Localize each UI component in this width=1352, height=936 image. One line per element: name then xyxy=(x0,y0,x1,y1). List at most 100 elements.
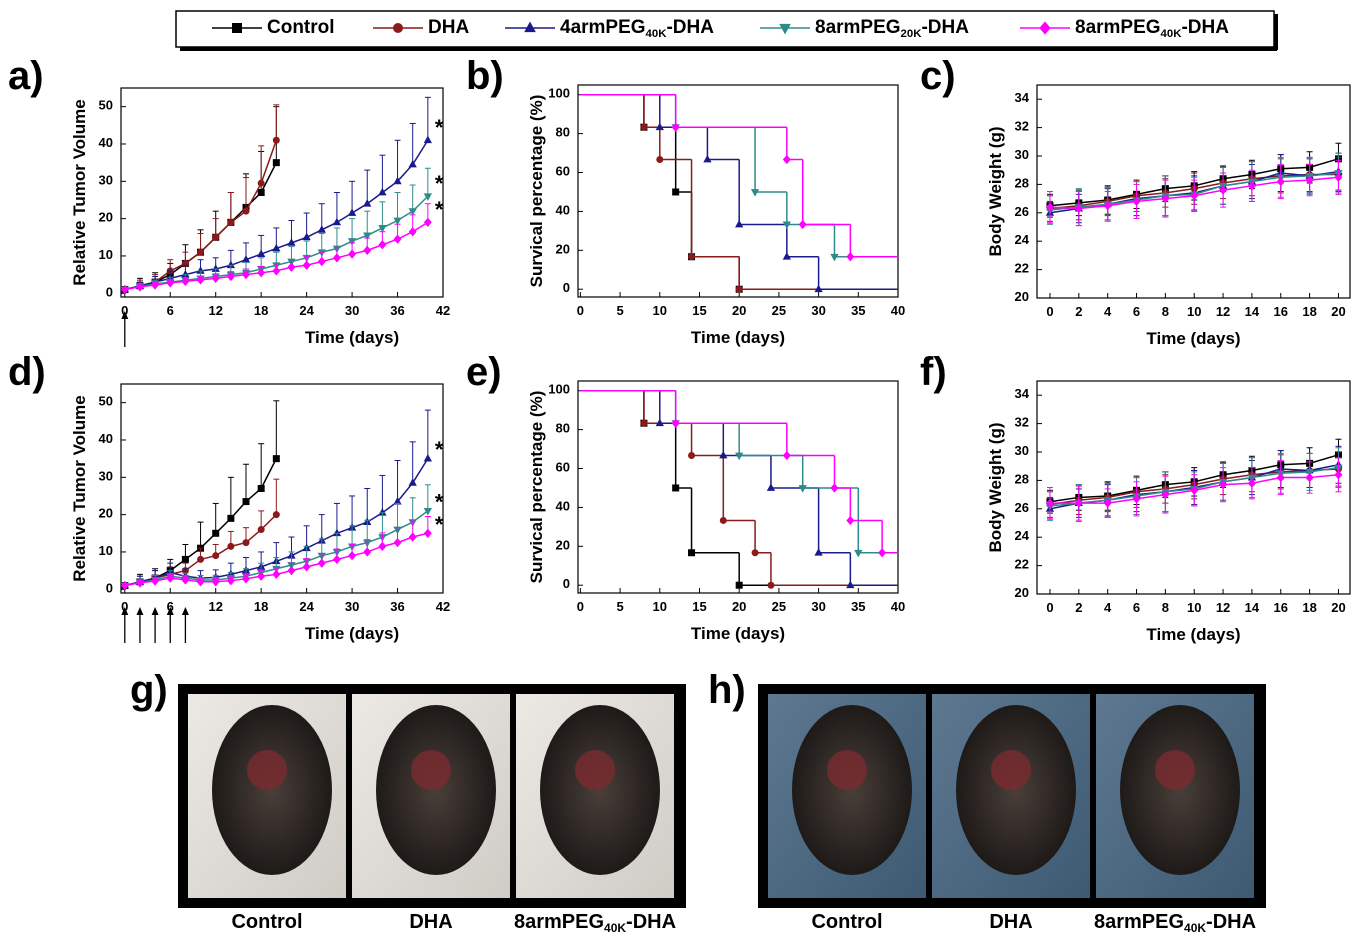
point xyxy=(423,507,432,516)
point xyxy=(257,268,266,278)
point xyxy=(212,552,220,560)
point xyxy=(181,276,190,286)
x-tick-label: 25 xyxy=(772,303,786,318)
point xyxy=(227,218,235,226)
x-tick-label: 36 xyxy=(390,303,404,318)
point xyxy=(1190,191,1199,201)
point xyxy=(272,136,280,144)
point xyxy=(735,581,743,589)
x-axis-title: Time (days) xyxy=(691,624,785,643)
y-tick-label: 20 xyxy=(556,242,570,257)
point xyxy=(302,562,311,572)
point xyxy=(272,511,280,519)
point xyxy=(814,548,823,556)
photo-tumor xyxy=(411,750,451,790)
x-tick-label: 10 xyxy=(1187,304,1201,319)
point xyxy=(211,577,220,587)
y-tick-label: 20 xyxy=(99,506,113,521)
point xyxy=(257,571,266,581)
point xyxy=(363,232,372,241)
point xyxy=(688,451,696,459)
y-tick-label: 10 xyxy=(99,247,113,262)
point xyxy=(655,418,664,427)
legend-marker xyxy=(393,23,403,33)
point xyxy=(1132,494,1141,504)
dosing-arrowhead xyxy=(121,607,129,615)
point xyxy=(671,122,680,132)
point xyxy=(1190,485,1199,496)
x-tick-label: 35 xyxy=(851,599,865,614)
x-tick-label: 5 xyxy=(616,599,623,614)
dosing-arrowhead xyxy=(121,311,129,319)
y-tick-label: 80 xyxy=(556,125,570,140)
plot-frame xyxy=(577,84,899,298)
point xyxy=(347,238,357,246)
point xyxy=(640,419,648,427)
x-tick-label: 18 xyxy=(254,599,268,614)
y-tick-label: 10 xyxy=(99,543,113,558)
y-tick-label: 24 xyxy=(1015,233,1030,248)
plot-frame xyxy=(1036,84,1351,299)
x-tick-label: 24 xyxy=(299,599,314,614)
point xyxy=(408,159,417,168)
panel-label: b) xyxy=(466,54,504,98)
point xyxy=(227,514,235,522)
point xyxy=(672,188,680,196)
point xyxy=(655,122,664,131)
point xyxy=(751,549,759,557)
plot-frame xyxy=(120,87,444,298)
point xyxy=(196,577,205,587)
point xyxy=(272,243,281,252)
panel-label: f) xyxy=(920,350,947,394)
point xyxy=(212,529,220,537)
x-axis-title: Time (days) xyxy=(305,328,399,347)
point xyxy=(423,193,432,201)
x-tick-label: 35 xyxy=(851,303,865,318)
x-tick-label: 14 xyxy=(1245,600,1260,615)
panel-label: c) xyxy=(920,54,956,98)
legend-label: DHA xyxy=(428,17,469,38)
x-tick-label: 4 xyxy=(1104,600,1112,615)
point xyxy=(363,245,372,256)
y-tick-label: 100 xyxy=(548,86,570,101)
point xyxy=(703,154,712,163)
x-tick-label: 12 xyxy=(1216,600,1230,615)
photo-tumor xyxy=(575,750,615,790)
point xyxy=(750,189,760,197)
point xyxy=(798,485,807,493)
point xyxy=(1046,498,1054,508)
point xyxy=(1334,470,1343,480)
point xyxy=(347,208,357,216)
annotation: * xyxy=(435,489,444,514)
point xyxy=(332,253,341,263)
y-tick-label: 0 xyxy=(106,581,113,596)
y-axis-title: Survical percentage (%) xyxy=(527,95,546,288)
point xyxy=(317,558,326,568)
annotation: * xyxy=(435,115,444,140)
dosing-arrowhead xyxy=(151,607,159,615)
x-tick-label: 20 xyxy=(732,599,746,614)
point xyxy=(181,555,189,563)
x-tick-label: 10 xyxy=(1187,600,1201,615)
point xyxy=(1074,498,1083,508)
point xyxy=(211,273,220,284)
point xyxy=(719,450,728,459)
y-tick-label: 22 xyxy=(1015,261,1029,276)
point xyxy=(378,541,387,552)
x-tick-label: 20 xyxy=(1331,600,1345,615)
point xyxy=(1132,196,1141,207)
y-tick-label: 30 xyxy=(99,173,113,188)
point xyxy=(735,219,744,228)
photo-tumor xyxy=(1155,750,1195,790)
point xyxy=(1334,172,1343,182)
point xyxy=(408,227,417,237)
point xyxy=(854,549,863,558)
x-tick-label: 0 xyxy=(577,599,584,614)
y-tick-label: 32 xyxy=(1015,119,1029,134)
annotation: * xyxy=(435,171,444,196)
y-axis-title: Body Weight (g) xyxy=(986,423,1005,553)
point xyxy=(782,154,791,165)
y-tick-label: 40 xyxy=(99,431,113,446)
y-tick-label: 40 xyxy=(556,499,570,514)
